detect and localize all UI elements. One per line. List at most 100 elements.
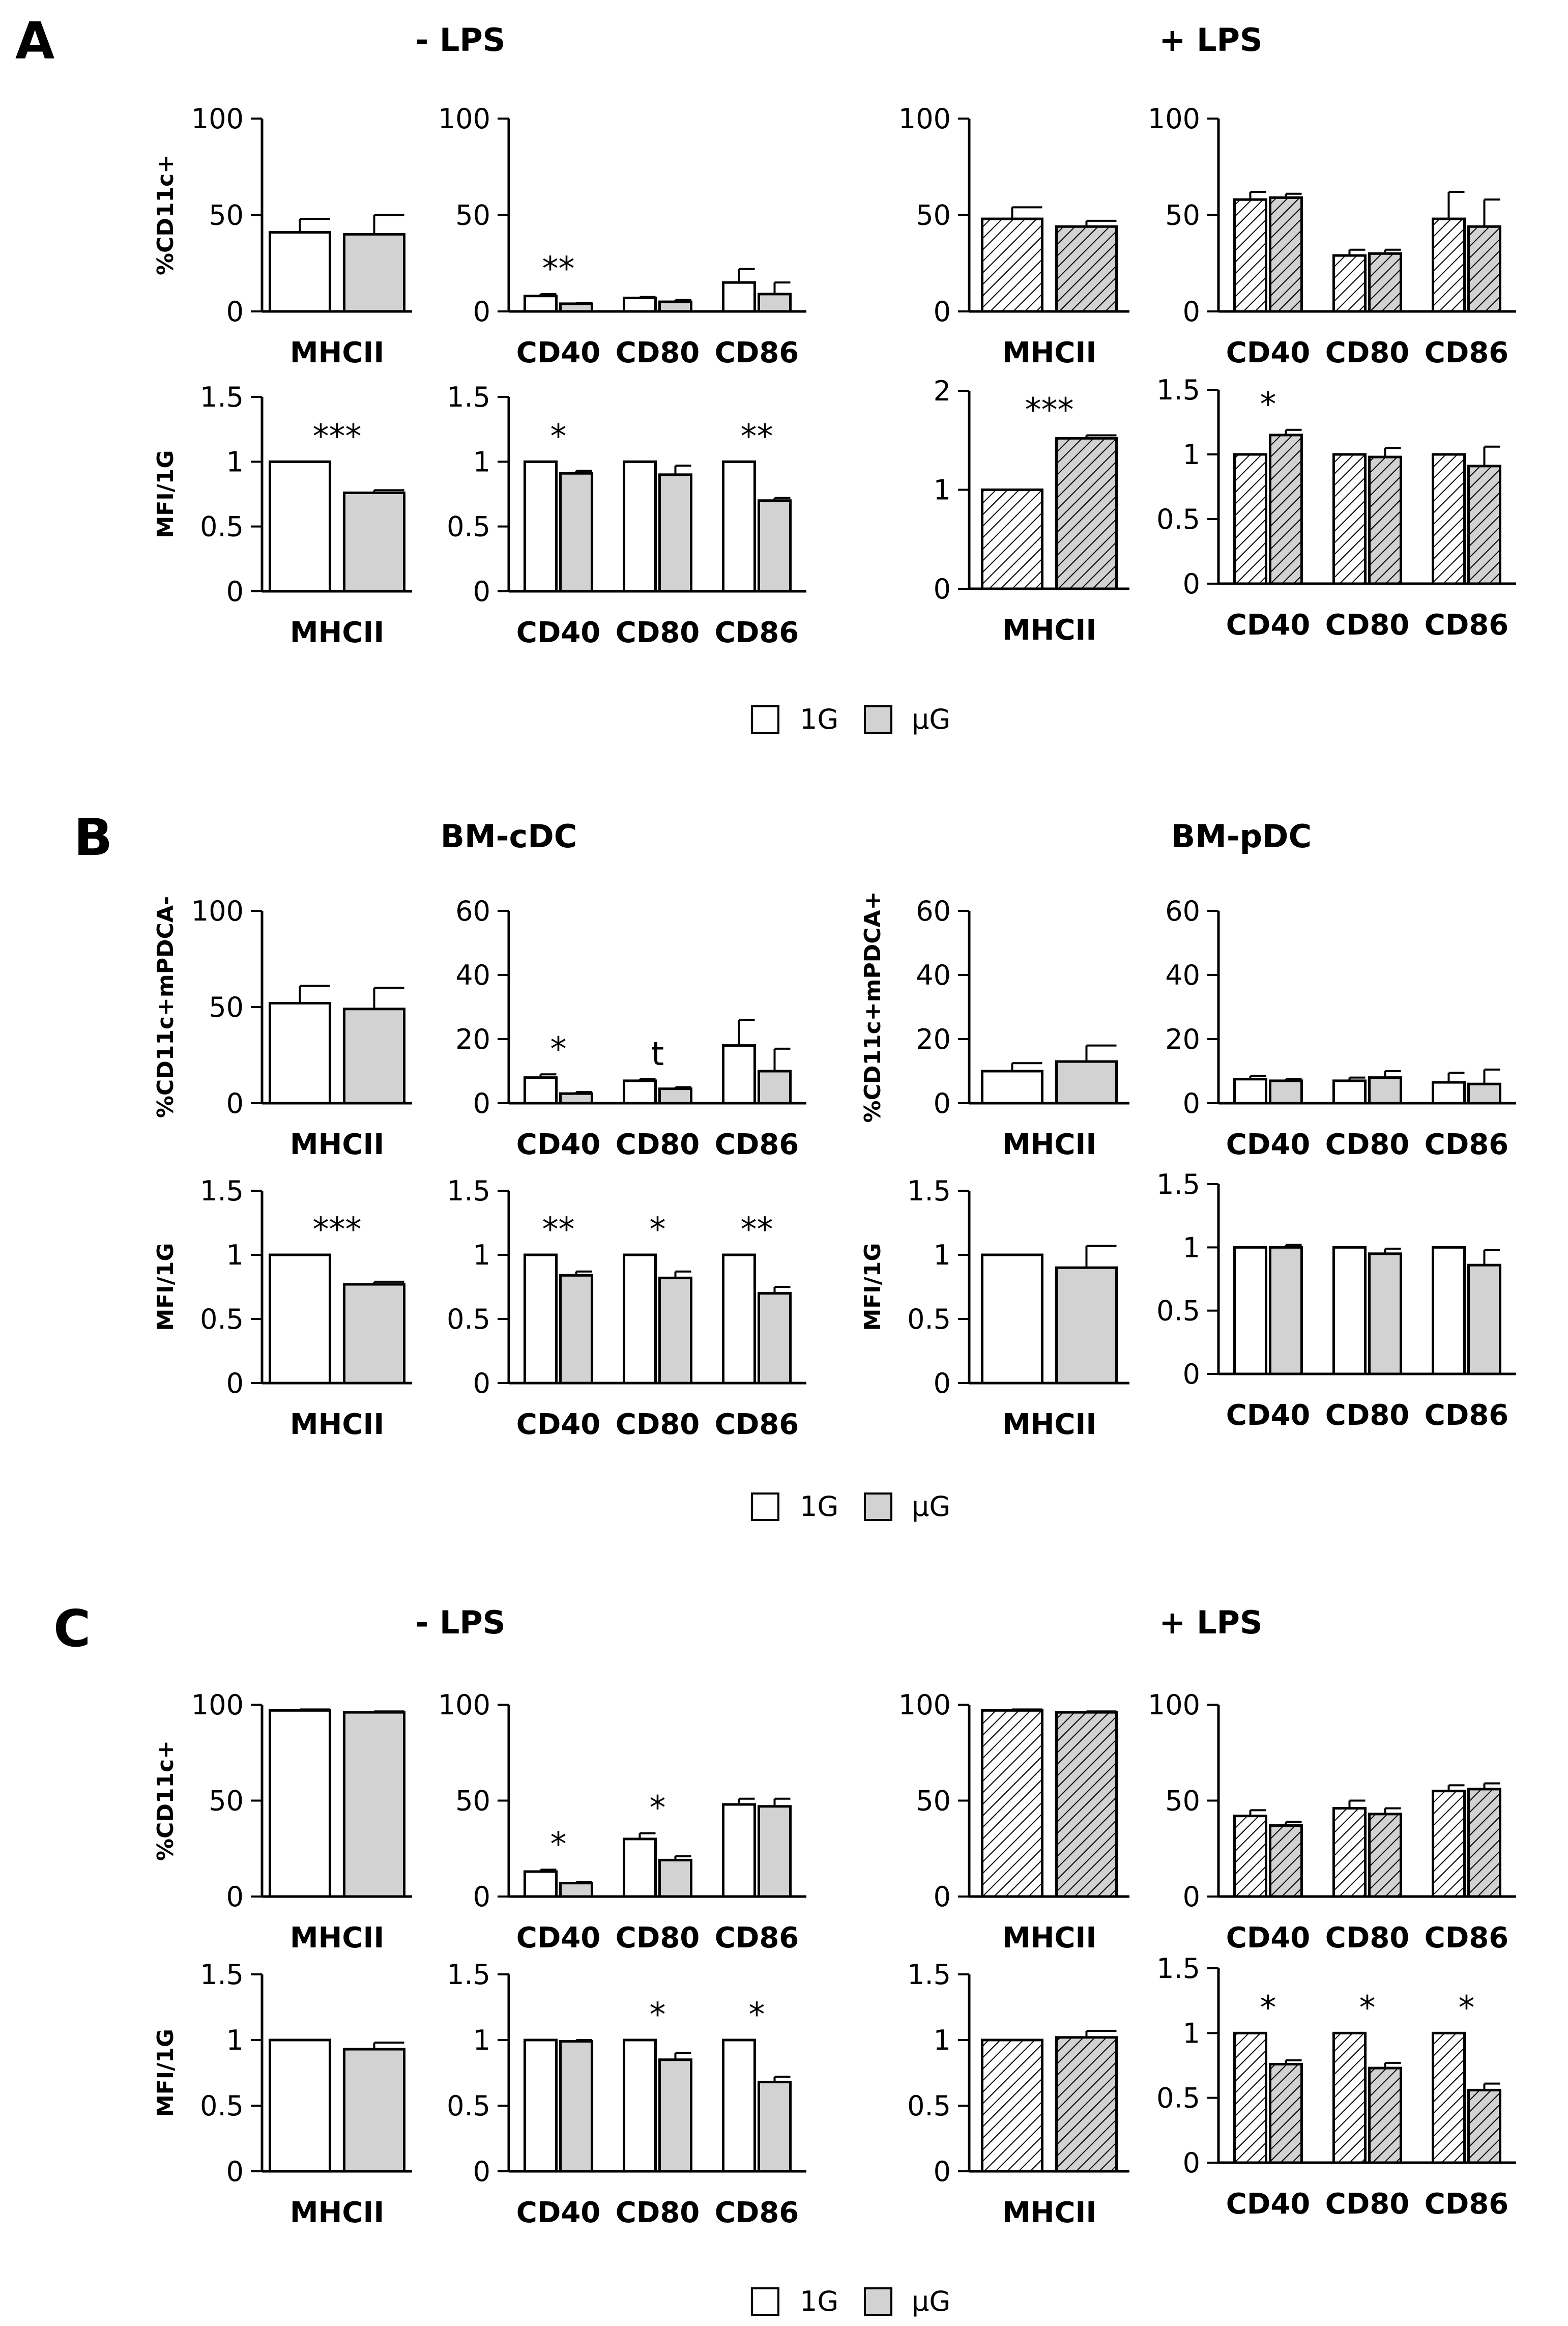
bar-1g [1432,1081,1466,1105]
y-tick-label: 0 [226,2156,244,2188]
y-axis-title: MFI/1G [153,450,179,538]
y-tick-label: 40 [916,959,951,991]
chart-c-19: 0 50 100 CD40 CD80 CD86 [1148,1689,1516,1955]
category-label: CD86 [1425,609,1509,642]
chart-b-11: 0 20 40 60 CD40 CD80 CD86 [1165,895,1516,1161]
bar-ug [1055,1060,1118,1105]
y-tick-label: 1.5 [1156,374,1200,406]
bar-ug [658,473,692,593]
y-tick-label: 40 [1165,959,1200,991]
bar-1g [524,295,558,313]
bar-1g [623,1253,657,1385]
bar-ug [1055,2036,1118,2173]
significance-label: ** [741,1211,773,1249]
bar-1g [524,1076,558,1105]
category-label: CD86 [715,2196,799,2229]
significance-label: * [550,418,567,455]
bar-1g [722,281,756,313]
y-tick-label: 0.5 [200,511,244,543]
bar-1g [269,1001,331,1105]
y-tick-label: 0 [473,1087,490,1119]
bar-ug [1269,1824,1303,1898]
y-tick-label: 0 [1183,1881,1200,1913]
significance-label: t [651,1036,664,1073]
chart-a-3: 0 50 100 CD40 CD80 CD86 [1148,103,1516,369]
bar-1g [1432,2031,1466,2164]
bar-ug [758,1805,792,1898]
bar-1g [981,1070,1043,1105]
bar-ug [1368,2066,1402,2164]
y-tick-label: 60 [1165,895,1200,927]
bar-ug [559,1882,593,1898]
category-label: CD40 [516,1921,601,1955]
category-label: CD80 [1325,1399,1410,1432]
significance-label: *** [313,418,362,455]
y-tick-label: 100 [898,103,951,135]
y-tick-label: 50 [916,1785,951,1817]
bar-1g [1233,198,1267,313]
y-tick-label: 0 [934,1087,951,1119]
y-tick-label: 0 [473,296,490,328]
legend-label-1g: 1G [800,1490,838,1523]
category-label: MHCII [1002,2196,1096,2229]
y-tick-label: 60 [455,895,490,927]
legend-label-1g: 1G [800,2285,838,2317]
y-tick-label: 2 [934,375,951,407]
y-tick-label: 1.5 [1156,1952,1200,1985]
chart-b-14: 0 0.5 1 1.5 MFI/1G MHCII [860,1175,1129,1441]
category-label: CD86 [715,1921,799,1955]
legend-swatch-ug [864,1492,892,1521]
y-tick-label: 1.5 [907,1959,951,1991]
y-tick-label: 50 [1165,1785,1200,1817]
bar-1g [981,2038,1043,2173]
y-tick-label: 1 [934,1239,951,1271]
category-label: CD86 [715,616,799,649]
y-tick-label: 1.5 [907,1175,951,1207]
y-tick-label: 20 [916,1023,951,1055]
y-tick-label: 0.5 [1156,503,1200,535]
bar-ug [1269,1246,1303,1375]
category-label: CD40 [516,336,601,369]
chart-c-21: 0 0.5 1 1.5 CD40 CD80 * CD86 * [447,1959,806,2229]
category-label: CD86 [715,1408,799,1441]
y-tick-label: 0 [473,1881,490,1913]
chart-a-0: 0 50 100 %CD11c+ MHCII [153,103,412,369]
bar-ug [559,1092,593,1105]
y-tick-label: 50 [209,199,244,232]
significance-label: * [1260,386,1276,424]
bar-ug [658,1276,692,1385]
category-label: MHCII [290,1921,384,1955]
y-tick-label: 0 [934,1367,951,1399]
bar-ug [1368,1813,1402,1898]
chart-b-13: 0 0.5 1 1.5 CD40 ** CD80 * CD86 ** [447,1175,806,1441]
y-tick-label: 0.5 [1156,2082,1200,2114]
category-label: CD80 [1325,1128,1410,1161]
legend-swatch-1g [751,2287,779,2316]
y-tick-label: 0.5 [447,2090,490,2122]
bar-1g [981,1709,1043,1898]
bar-ug [758,1292,792,1385]
bar-1g [1233,1815,1267,1898]
legend-panel-c: 1G μG [751,2285,950,2317]
y-tick-label: 0 [1183,1358,1200,1390]
category-label: CD40 [516,1408,601,1441]
bar-1g [623,296,657,313]
y-tick-label: 0.5 [200,1303,244,1335]
category-label: MHCII [290,616,384,649]
bar-ug [1269,434,1303,585]
y-tick-label: 1.5 [200,1959,244,1991]
y-tick-label: 0.5 [907,2090,951,2122]
y-tick-label: 0 [1183,1087,1200,1119]
category-label: CD80 [1325,336,1410,369]
category-label: CD40 [1226,1921,1311,1955]
y-tick-label: 0 [934,573,951,605]
category-label: CD86 [715,336,799,369]
bar-ug [1055,437,1118,590]
bar-1g [1233,453,1267,585]
category-label: CD86 [1425,1399,1509,1432]
y-tick-label: 100 [1148,103,1200,135]
category-label: MHCII [1002,1921,1096,1955]
bar-ug [343,1283,405,1385]
category-label: CD86 [1425,2188,1509,2221]
